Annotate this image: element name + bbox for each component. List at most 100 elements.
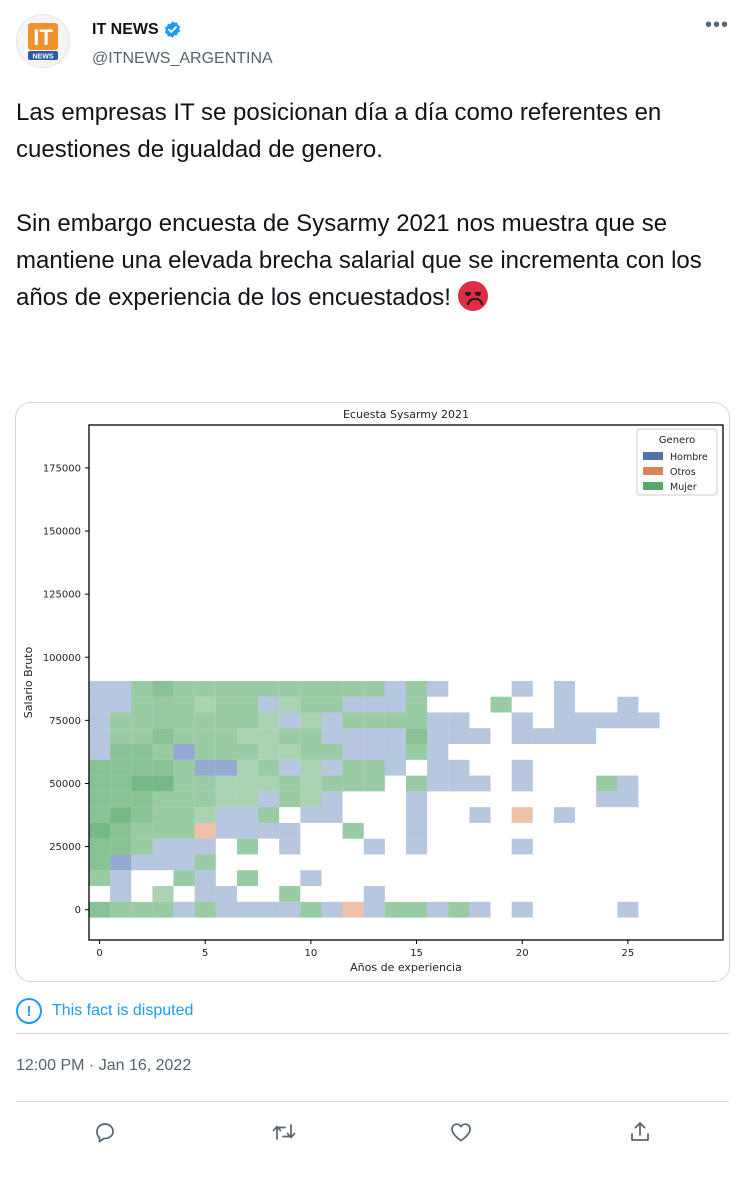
author-handle[interactable]: @ITNEWS_ARGENTINA	[92, 50, 273, 67]
like-button[interactable]	[441, 1112, 481, 1152]
heatmap-cell	[384, 744, 406, 760]
action-bar	[0, 1112, 745, 1152]
author-name-row[interactable]: IT NEWS	[92, 20, 182, 39]
heatmap-cell	[236, 807, 259, 823]
plot-frame	[88, 424, 724, 941]
heatmap-cell	[342, 728, 364, 745]
heatmap-cell	[342, 822, 364, 839]
heatmap-cell	[173, 901, 195, 918]
heatmap-cell	[152, 901, 174, 918]
heatmap-cell	[406, 901, 428, 918]
heatmap-cell	[110, 744, 132, 760]
heatmap-cell	[152, 886, 174, 902]
heatmap-cell	[596, 791, 618, 808]
heatmap-cell	[236, 791, 259, 808]
heatmap-cell	[427, 901, 449, 918]
heatmap-cell	[532, 728, 554, 745]
heatmap-cell	[89, 775, 111, 792]
heatmap-cell	[617, 901, 639, 918]
disputed-notice-text[interactable]: This fact is disputed	[52, 1002, 194, 1019]
x-tick-label: 10	[305, 948, 318, 959]
heatmap-cell	[406, 696, 428, 713]
heatmap-cell	[617, 791, 639, 808]
heatmap-cell	[342, 775, 364, 792]
heatmap-cell	[173, 712, 195, 729]
heatmap-cell	[406, 775, 428, 792]
heatmap-cell	[173, 870, 195, 887]
avatar[interactable]: IT NEWS	[16, 14, 70, 68]
heatmap-cell	[131, 822, 153, 839]
heatmap-cell	[131, 696, 153, 713]
it-news-logo: IT NEWS	[28, 23, 58, 61]
heatmap-cell	[173, 854, 195, 871]
heatmap-cell	[236, 712, 259, 729]
heatmap-cell	[110, 838, 132, 855]
heatmap-cell	[110, 775, 132, 792]
heatmap-cell	[236, 728, 259, 745]
heatmap-cell	[258, 712, 280, 729]
heatmap-cell	[194, 822, 216, 839]
heatmap-cell	[236, 759, 259, 776]
share-icon	[631, 1122, 649, 1141]
heatmap-cell	[89, 870, 111, 887]
display-name[interactable]: IT NEWS	[92, 20, 159, 38]
heatmap-cell	[131, 759, 153, 776]
heatmap-cell	[427, 759, 449, 776]
legend-swatch	[643, 452, 663, 460]
reply-button[interactable]	[85, 1112, 125, 1152]
y-tick-label: 0	[75, 905, 81, 916]
heatmap-cell	[89, 696, 111, 713]
heatmap-cell	[173, 791, 195, 808]
heatmap-cell	[406, 680, 428, 697]
heatmap-cell	[173, 744, 195, 760]
heatmap-cell	[342, 901, 364, 918]
heatmap-cell	[342, 712, 364, 729]
heatmap-cell	[131, 712, 153, 729]
share-button[interactable]	[620, 1112, 660, 1152]
heatmap-cell	[279, 680, 301, 697]
heatmap-cell	[258, 696, 280, 713]
heatmap-cell	[258, 807, 280, 823]
heatmap-cell	[300, 759, 322, 776]
heatmap-cell	[279, 712, 301, 729]
heatmap-cell	[279, 791, 301, 808]
heatmap-cell	[384, 680, 406, 697]
timestamp[interactable]: 12:00 PM · Jan 16, 2022	[16, 1057, 192, 1074]
heatmap-cell	[575, 712, 597, 729]
like-icon	[451, 1123, 471, 1142]
heatmap-cell	[596, 775, 618, 792]
heatmap-cell	[406, 728, 428, 745]
heatmap-cell	[279, 775, 301, 792]
heatmap-cell	[427, 775, 449, 792]
heatmap-cell	[321, 680, 343, 697]
heatmap-cell	[258, 775, 280, 792]
heatmap-cell	[131, 838, 153, 855]
more-options-icon[interactable]: •••	[704, 14, 729, 36]
heatmap-cell	[215, 696, 237, 713]
heatmap-cell	[236, 822, 259, 839]
heatmap-cell	[194, 712, 216, 729]
heatmap-cell	[152, 822, 174, 839]
legend-label: Mujer	[670, 482, 697, 493]
heatmap-cell	[110, 807, 132, 823]
chart-card[interactable]: 0 5 10 15 20 25 0 25000 50000 75000 100000 125000 15…	[15, 402, 730, 982]
heatmap-cell	[258, 901, 280, 918]
heatmap-cell	[194, 901, 216, 918]
heatmap-cell	[300, 791, 322, 808]
logo-top-text: IT	[33, 25, 53, 50]
heatmap-cell	[553, 807, 576, 823]
disputed-notice[interactable]: ! This fact is disputed	[16, 998, 193, 1024]
legend-title: Genero	[659, 435, 695, 446]
heatmap-cell	[363, 680, 385, 697]
heatmap-cell	[173, 822, 195, 839]
heatmap-cell	[406, 791, 428, 808]
heatmap-cell	[363, 901, 385, 918]
heatmap-cell	[194, 744, 216, 760]
heatmap-cell	[215, 807, 237, 823]
heatmap-cell	[300, 744, 322, 760]
heatmap-cell	[406, 807, 428, 823]
heatmap-cell	[300, 901, 322, 918]
heatmap-cell	[194, 759, 216, 776]
heatmap-cell	[89, 838, 111, 855]
retweet-button[interactable]	[264, 1112, 304, 1152]
